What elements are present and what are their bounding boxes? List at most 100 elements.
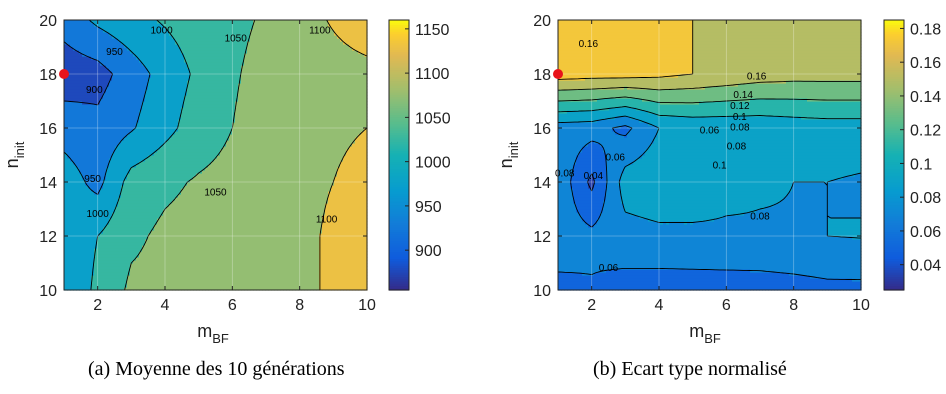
contour-cell	[88, 110, 92, 114]
contour-cell	[112, 122, 116, 126]
contour-cell	[67, 50, 71, 54]
contour-cell	[79, 131, 83, 135]
contour-cell	[64, 209, 68, 213]
contour-cell	[115, 284, 119, 288]
contour-cell	[88, 113, 92, 117]
contour-cell	[103, 191, 107, 195]
contour-cell	[94, 263, 98, 267]
contour-cell	[67, 89, 71, 93]
contour-cell	[67, 167, 71, 171]
contour-cell	[70, 146, 74, 150]
contour-cell	[106, 260, 110, 264]
contour-cell	[109, 62, 113, 66]
contour-cell	[88, 107, 92, 111]
contour-cell	[76, 92, 80, 96]
contour-cell	[94, 272, 98, 276]
contour-cell	[103, 179, 107, 183]
contour-cell	[82, 116, 86, 120]
contour-cell	[88, 104, 92, 108]
contour-cell	[67, 98, 71, 102]
contour-cell	[76, 287, 80, 291]
contour-cell	[64, 245, 68, 249]
contour-cell	[79, 179, 83, 183]
contour-cell	[82, 131, 86, 135]
contour-cell	[100, 245, 104, 249]
contour-cell	[82, 71, 86, 75]
contour-cell	[94, 20, 98, 24]
contour-cell	[73, 248, 77, 252]
contour-cell	[103, 98, 107, 102]
contour-cell	[88, 83, 92, 87]
contour-cell	[73, 86, 77, 90]
contour-cell	[67, 131, 71, 135]
contour-cell	[112, 164, 116, 168]
contour-cell	[70, 92, 74, 96]
contour-cell	[76, 221, 80, 225]
contour-cell	[118, 245, 122, 249]
contour-cell	[94, 92, 98, 96]
contour-cell	[88, 20, 92, 24]
contour-cell	[106, 194, 110, 198]
contour-cell	[94, 167, 98, 171]
contour-cell	[70, 98, 74, 102]
contour-cell	[100, 233, 104, 237]
contour-cell	[94, 257, 98, 261]
contour-cell	[94, 110, 98, 114]
contour-cell	[88, 272, 92, 276]
contour-cell	[112, 65, 116, 69]
contour-cell	[76, 143, 80, 147]
contour-cell	[94, 269, 98, 273]
contour-cell	[106, 53, 110, 57]
contour-cell	[73, 119, 77, 123]
contour-cell	[100, 32, 104, 36]
contour-cell	[97, 128, 101, 132]
contour-cell	[67, 152, 71, 156]
contour-cell	[88, 179, 92, 183]
contour-cell	[94, 137, 98, 141]
contour-cell	[85, 197, 89, 201]
contour-cell	[73, 149, 77, 153]
contour-cell	[106, 20, 110, 24]
contour-cell	[112, 89, 116, 93]
contour-cell	[64, 281, 68, 285]
contour-cell	[112, 185, 116, 189]
contour-cell	[112, 194, 116, 198]
contour-cell	[103, 239, 107, 243]
contour-cell	[73, 77, 77, 81]
contour-cell	[76, 245, 80, 249]
contour-cell	[94, 140, 98, 144]
contour-cell	[76, 191, 80, 195]
contour-cell	[109, 188, 113, 192]
contour-cell	[64, 59, 68, 63]
contour-cell	[100, 242, 104, 246]
contour-cell	[112, 254, 116, 258]
contour-cell	[88, 257, 92, 261]
contour-cell	[64, 92, 68, 96]
contour-cell	[115, 101, 119, 105]
contour-cell	[106, 254, 110, 258]
contour-cell	[73, 266, 77, 270]
contour-cell	[88, 185, 92, 189]
contour-cell	[76, 77, 80, 81]
contour-cell	[64, 236, 68, 240]
contour-cell	[79, 146, 83, 150]
contour-cell	[109, 89, 113, 93]
contour-cell	[73, 41, 77, 45]
contour-cell	[79, 185, 83, 189]
contour-cell	[85, 44, 89, 48]
contour-cell	[76, 44, 80, 48]
contour-cell	[82, 140, 86, 144]
contour-cell	[97, 137, 101, 141]
contour-cell	[76, 263, 80, 267]
contour-cell	[88, 194, 92, 198]
contour-cell	[94, 185, 98, 189]
contour-cell	[70, 143, 74, 147]
contour-cell	[106, 65, 110, 69]
contour-cell	[64, 89, 68, 93]
contour-cell	[85, 80, 89, 84]
contour-cell	[94, 203, 98, 207]
contour-cell	[70, 47, 74, 51]
contour-cell	[76, 179, 80, 183]
contour-cell	[64, 149, 68, 153]
contour-cell	[115, 224, 119, 228]
